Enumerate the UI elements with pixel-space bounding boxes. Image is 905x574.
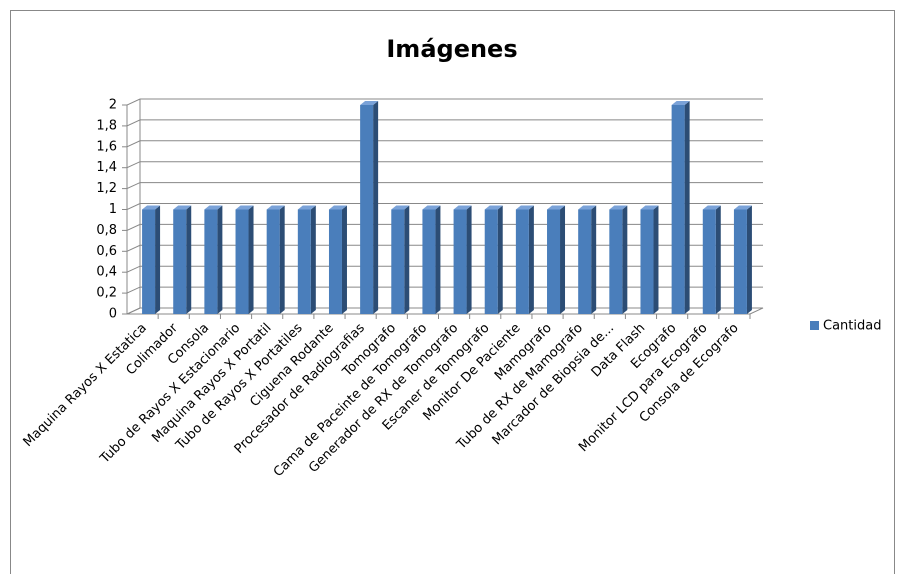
bar-side	[217, 205, 223, 314]
bar-side	[622, 205, 628, 314]
bar-top	[702, 205, 721, 210]
legend-label: Cantidad	[823, 319, 881, 334]
bar	[640, 205, 659, 314]
bar-side	[497, 205, 503, 314]
bar-side	[310, 205, 316, 314]
bar	[484, 205, 503, 314]
bar-front	[235, 209, 249, 314]
bar-top	[609, 205, 628, 210]
bar-front	[515, 209, 529, 314]
bar	[422, 205, 441, 314]
y-tick-label: 0,4	[96, 265, 117, 280]
bar-top	[547, 205, 566, 210]
bar-side	[653, 205, 659, 314]
bar	[515, 205, 534, 314]
bar	[297, 205, 316, 314]
bar-front	[266, 209, 280, 314]
y-tick-label: 1,8	[96, 118, 117, 133]
bar	[547, 205, 566, 314]
bar-front	[484, 209, 498, 314]
bar-side	[248, 205, 254, 314]
bar-side	[560, 205, 566, 314]
bar	[328, 205, 347, 314]
bar-front	[422, 209, 436, 314]
bar-front	[360, 105, 374, 314]
bar-top	[297, 205, 316, 210]
bar-front	[391, 209, 405, 314]
y-tick-label: 1,2	[96, 181, 117, 196]
floor	[126, 307, 764, 315]
bar-top	[328, 205, 347, 210]
bar-front	[453, 209, 467, 314]
bar	[578, 205, 597, 314]
bar-top	[453, 205, 472, 210]
y-tick-label: 1,4	[96, 160, 117, 175]
bar-front	[702, 209, 716, 314]
bar-top	[671, 101, 690, 105]
bar-side	[715, 205, 721, 314]
bar-top	[142, 205, 161, 210]
bar-top	[422, 205, 441, 210]
y-tick-label: 0	[109, 307, 117, 322]
y-tick-label: 0,8	[96, 223, 117, 238]
bar-front	[609, 209, 623, 314]
bar-front	[204, 209, 218, 314]
bar-side	[155, 205, 161, 314]
bar-front	[640, 209, 654, 314]
bar	[609, 205, 628, 314]
bar-top	[235, 205, 254, 210]
bar-side	[746, 205, 752, 314]
bar-top	[173, 205, 192, 210]
bar-front	[142, 209, 156, 314]
bar-side	[528, 205, 534, 314]
chart-title: Imágenes	[386, 35, 517, 63]
bar	[453, 205, 472, 314]
bar-top	[515, 205, 534, 210]
bar-top	[204, 205, 223, 210]
y-tick-label: 1,6	[96, 139, 117, 154]
bar-side	[341, 205, 347, 314]
y-tick-label: 0,2	[96, 286, 117, 301]
bar-top	[391, 205, 410, 210]
bar-top	[484, 205, 503, 210]
bar	[142, 205, 161, 314]
bar	[173, 205, 192, 314]
y-tick-label: 2	[109, 98, 117, 113]
bar-front	[547, 209, 561, 314]
bar	[266, 205, 285, 314]
bar	[733, 205, 752, 314]
bar	[360, 101, 379, 314]
bar-front	[733, 209, 747, 314]
bar-top	[733, 205, 752, 210]
bar-top	[640, 205, 659, 210]
bar-top	[266, 205, 285, 210]
bar-side	[279, 205, 285, 314]
bar-front	[173, 209, 187, 314]
bar-side	[404, 205, 410, 314]
bar-side	[373, 101, 379, 314]
bar-front	[328, 209, 342, 314]
y-tick-label: 0,6	[96, 244, 117, 259]
bar-side	[435, 205, 441, 314]
bar	[671, 101, 690, 314]
bar-front	[297, 209, 311, 314]
bar	[204, 205, 223, 314]
bar-front	[578, 209, 592, 314]
bar-top	[578, 205, 597, 210]
bar-front	[671, 105, 685, 314]
bar-side	[684, 101, 690, 314]
bar-side	[591, 205, 597, 314]
bar	[702, 205, 721, 314]
bar	[235, 205, 254, 314]
legend-swatch	[810, 321, 819, 330]
bar-top	[360, 101, 379, 105]
y-tick-label: 1	[109, 202, 117, 217]
bar-side	[186, 205, 192, 314]
bar	[391, 205, 410, 314]
bar-side	[466, 205, 472, 314]
